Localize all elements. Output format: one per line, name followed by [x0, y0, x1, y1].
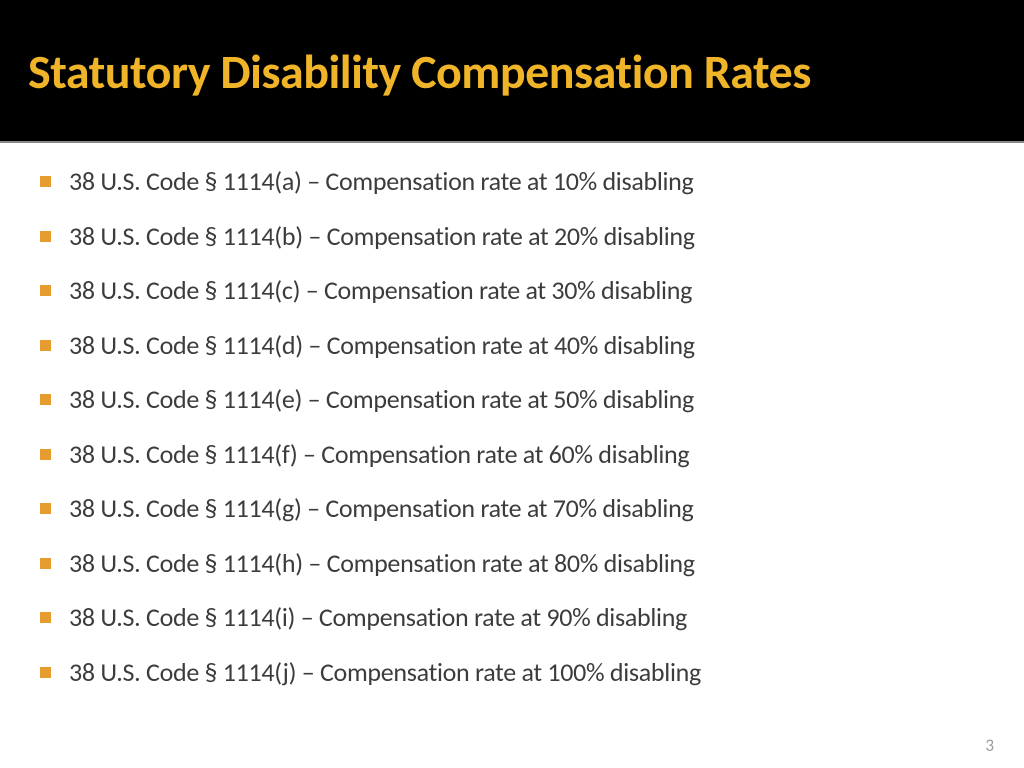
list-item: 38 U.S. Code § 1114(f) – Compensation ra…: [40, 438, 984, 471]
list-item: 38 U.S. Code § 1114(b) – Compensation ra…: [40, 220, 984, 253]
list-item-text: 38 U.S. Code § 1114(e) – Compensation ra…: [69, 383, 694, 416]
list-item-text: 38 U.S. Code § 1114(a) – Compensation ra…: [69, 165, 693, 198]
list-item: 38 U.S. Code § 1114(a) – Compensation ra…: [40, 165, 984, 198]
bullet-icon: [40, 612, 51, 623]
bullet-icon: [40, 340, 51, 351]
list-item-text: 38 U.S. Code § 1114(g) – Compensation ra…: [69, 492, 693, 525]
bullet-list: 38 U.S. Code § 1114(a) – Compensation ra…: [40, 165, 984, 688]
bullet-icon: [40, 231, 51, 242]
bullet-icon: [40, 176, 51, 187]
page-number: 3: [985, 735, 994, 756]
list-item: 38 U.S. Code § 1114(d) – Compensation ra…: [40, 329, 984, 362]
title-bar: Statutory Disability Compensation Rates: [0, 0, 1024, 143]
list-item: 38 U.S. Code § 1114(j) – Compensation ra…: [40, 656, 984, 689]
list-item-text: 38 U.S. Code § 1114(i) – Compensation ra…: [69, 601, 687, 634]
list-item-text: 38 U.S. Code § 1114(f) – Compensation ra…: [69, 438, 689, 471]
bullet-icon: [40, 503, 51, 514]
bullet-icon: [40, 285, 51, 296]
list-item-text: 38 U.S. Code § 1114(j) – Compensation ra…: [69, 656, 701, 689]
list-item: 38 U.S. Code § 1114(c) – Compensation ra…: [40, 274, 984, 307]
list-item-text: 38 U.S. Code § 1114(c) – Compensation ra…: [69, 274, 692, 307]
list-item-text: 38 U.S. Code § 1114(h) – Compensation ra…: [69, 547, 695, 580]
bullet-icon: [40, 667, 51, 678]
bullet-icon: [40, 394, 51, 405]
slide-content: 38 U.S. Code § 1114(a) – Compensation ra…: [0, 143, 1024, 688]
slide-title: Statutory Disability Compensation Rates: [28, 42, 996, 101]
list-item-text: 38 U.S. Code § 1114(d) – Compensation ra…: [69, 329, 695, 362]
list-item: 38 U.S. Code § 1114(h) – Compensation ra…: [40, 547, 984, 580]
bullet-icon: [40, 449, 51, 460]
list-item-text: 38 U.S. Code § 1114(b) – Compensation ra…: [69, 220, 695, 253]
list-item: 38 U.S. Code § 1114(i) – Compensation ra…: [40, 601, 984, 634]
list-item: 38 U.S. Code § 1114(e) – Compensation ra…: [40, 383, 984, 416]
list-item: 38 U.S. Code § 1114(g) – Compensation ra…: [40, 492, 984, 525]
bullet-icon: [40, 558, 51, 569]
